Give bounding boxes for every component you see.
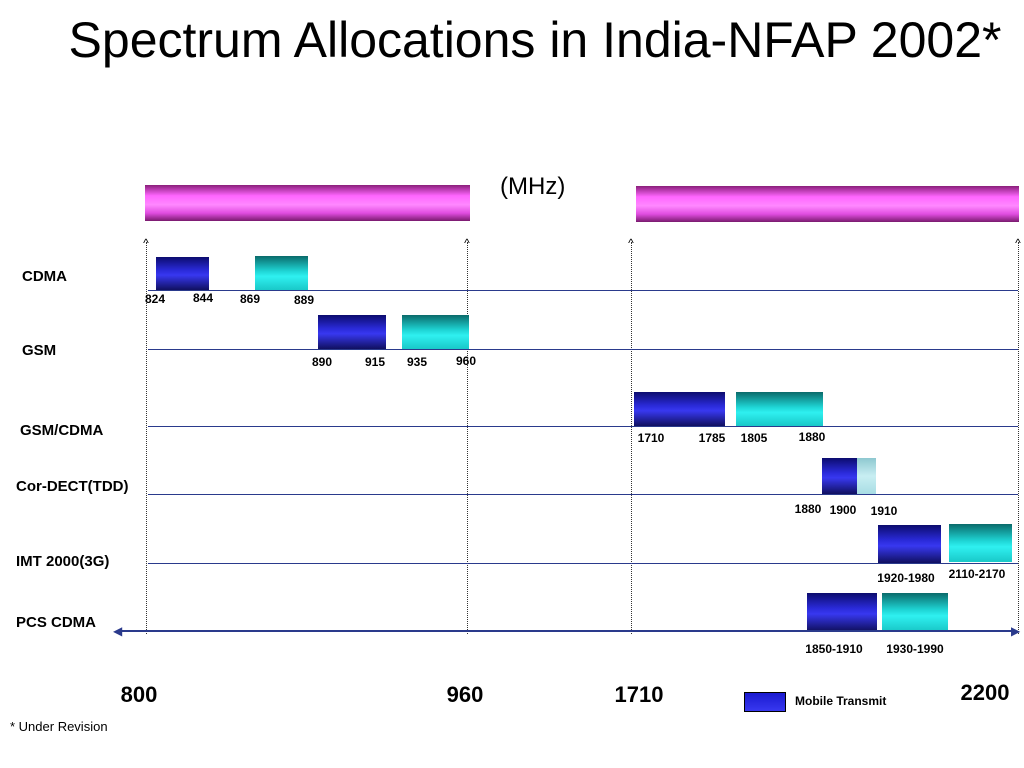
guide-arrowhead: ^ bbox=[464, 236, 470, 250]
band-cdma-mobile-transmit bbox=[156, 257, 209, 290]
band-cordect-tdd bbox=[822, 458, 857, 494]
guide-arrowhead: ^ bbox=[628, 236, 634, 250]
freq-label: 1910 bbox=[870, 504, 898, 518]
header-bar-left bbox=[145, 185, 470, 221]
guide-1710 bbox=[631, 242, 632, 634]
freq-label: 1930-1990 bbox=[886, 642, 944, 656]
row-label-cdma: CDMA bbox=[22, 268, 67, 285]
row-line-imt bbox=[148, 563, 1018, 564]
freq-label: 960 bbox=[455, 354, 477, 368]
row-label-imt: IMT 2000(3G) bbox=[16, 553, 110, 570]
axis-tick-800: 800 bbox=[120, 682, 158, 707]
freq-label: 889 bbox=[293, 293, 315, 307]
band-pcs-base-transmit bbox=[882, 593, 948, 631]
freq-label: 1850-1910 bbox=[805, 642, 863, 656]
guide-arrowhead: ^ bbox=[1015, 236, 1021, 250]
freq-label: 915 bbox=[364, 355, 386, 369]
frequency-axis bbox=[122, 630, 1016, 632]
band-cordect-tdd-upper bbox=[857, 458, 876, 494]
band-gsm-mobile-transmit bbox=[318, 315, 386, 349]
freq-label: 1920-1980 bbox=[877, 571, 935, 585]
axis-tick-960: 960 bbox=[446, 682, 484, 707]
freq-label: 869 bbox=[239, 292, 261, 306]
band-cdma-base-transmit bbox=[255, 256, 308, 290]
band-gsm-base-transmit bbox=[402, 315, 469, 349]
header-bar-right bbox=[636, 186, 1019, 222]
axis-tick-1710: 1710 bbox=[614, 682, 664, 707]
footnote: * Under Revision bbox=[10, 719, 108, 734]
freq-label: 1900 bbox=[829, 503, 857, 517]
slide-title: Spectrum Allocations in India-NFAP 2002* bbox=[68, 12, 1002, 68]
row-label-gsm: GSM bbox=[22, 342, 57, 359]
freq-label: 1880 bbox=[794, 502, 822, 516]
band-imt-base-transmit bbox=[949, 524, 1012, 562]
freq-label: 890 bbox=[311, 355, 333, 369]
guide-800 bbox=[146, 242, 147, 634]
axis-tick-2200: 2200 bbox=[960, 680, 1010, 705]
axis-arrow-right-icon: ▶ bbox=[1011, 624, 1021, 638]
freq-label: 935 bbox=[406, 355, 428, 369]
freq-label: 824 bbox=[144, 292, 166, 306]
axis-arrow-left-icon: ◀ bbox=[113, 624, 123, 638]
legend-swatch bbox=[744, 692, 786, 712]
row-label-gsm-cdma: GSM/CDMA bbox=[20, 422, 104, 439]
guide-2200 bbox=[1018, 242, 1019, 634]
freq-label: 1785 bbox=[698, 431, 726, 445]
row-line-cordect bbox=[148, 494, 1018, 495]
band-pcs-mobile-transmit bbox=[807, 593, 877, 631]
freq-label: 1805 bbox=[740, 431, 768, 445]
row-line-gsm bbox=[148, 349, 1018, 350]
band-gsm-cdma-mobile-transmit bbox=[634, 392, 725, 426]
unit-label: (MHz) bbox=[500, 173, 566, 200]
row-line-gsm-cdma bbox=[148, 426, 1018, 427]
band-gsm-cdma-base-transmit bbox=[736, 392, 823, 426]
freq-label: 1880 bbox=[798, 430, 826, 444]
band-imt-mobile-transmit bbox=[878, 525, 941, 563]
guide-960 bbox=[467, 242, 468, 634]
row-label-pcs: PCS CDMA bbox=[16, 614, 97, 631]
legend-label: Mobile Transmit bbox=[795, 694, 887, 708]
freq-label: 844 bbox=[192, 291, 214, 305]
freq-label: 2110-2170 bbox=[948, 567, 1006, 581]
row-label-cordect: Cor-DECT(TDD) bbox=[16, 478, 129, 495]
guide-arrowhead: ^ bbox=[143, 236, 149, 250]
row-line-cdma bbox=[148, 290, 1018, 291]
freq-label: 1710 bbox=[637, 431, 665, 445]
